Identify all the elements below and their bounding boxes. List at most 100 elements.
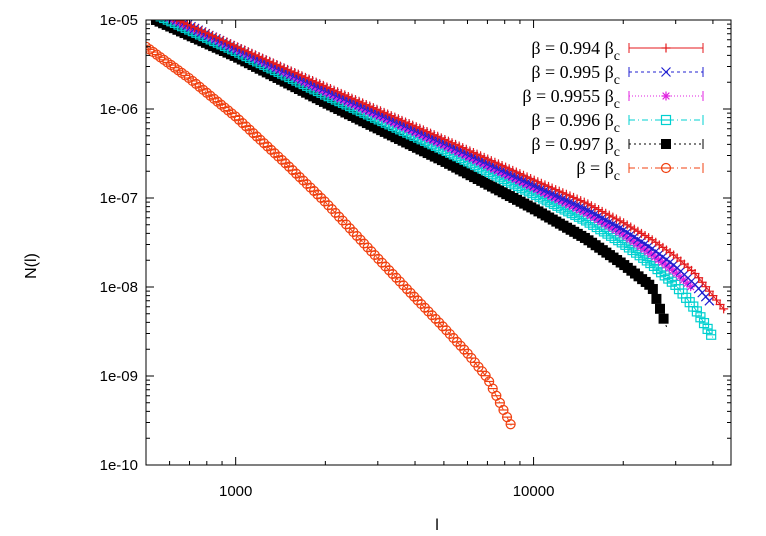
series-3-point bbox=[325, 89, 335, 99]
series-3-point bbox=[493, 166, 503, 176]
series-4-point bbox=[634, 250, 645, 261]
series-6-point bbox=[319, 196, 330, 207]
series-3-point bbox=[471, 156, 481, 166]
series-4-point bbox=[159, 20, 170, 24]
series-4-point bbox=[620, 239, 631, 250]
series-4-point bbox=[627, 244, 638, 256]
series-3-point bbox=[521, 179, 531, 189]
series-3-point bbox=[518, 178, 528, 188]
series-3-point bbox=[410, 128, 420, 138]
legend-entry-5: β = 0.997 βc bbox=[531, 134, 704, 160]
series-6-point bbox=[409, 291, 420, 302]
series-3-point bbox=[435, 139, 445, 149]
series-1-point bbox=[172, 20, 182, 25]
series-3-point bbox=[607, 223, 617, 233]
series-3-point bbox=[643, 247, 653, 257]
series-3-point bbox=[350, 100, 360, 110]
series-6-point bbox=[366, 246, 377, 257]
series-5-point bbox=[651, 293, 662, 304]
series-4-point bbox=[623, 242, 635, 253]
series-3-point bbox=[596, 217, 606, 227]
series-3-point bbox=[671, 268, 681, 278]
series-4-point bbox=[695, 312, 706, 323]
legend-label: β = 0.9955 βc bbox=[522, 86, 620, 112]
y-axis-label: N(l) bbox=[23, 253, 40, 279]
series-3-point bbox=[503, 171, 513, 181]
y-tick-label: 1e-06 bbox=[100, 101, 138, 118]
axes: 1e-05 1e-06 1e-07 1e-08 1e-09 1e-10 1000 10000 bbox=[100, 12, 732, 500]
series-6-point bbox=[423, 306, 434, 317]
series-3-point bbox=[603, 221, 613, 231]
series-4-point bbox=[648, 260, 660, 272]
series-3-point bbox=[489, 164, 499, 174]
legend-entry-1: β = 0.994 βc bbox=[531, 38, 704, 64]
x-tick-label: 1000 bbox=[219, 483, 252, 500]
series-4-point bbox=[706, 329, 717, 340]
series-3-point bbox=[346, 99, 356, 109]
series-3-point bbox=[339, 95, 349, 105]
series-3-point bbox=[654, 255, 664, 265]
series-4-point bbox=[638, 252, 649, 263]
series-6-point bbox=[344, 223, 355, 234]
series-3-point bbox=[621, 232, 631, 242]
series-5-point bbox=[654, 303, 665, 314]
series-3-point bbox=[368, 108, 378, 118]
legend-marker bbox=[661, 67, 671, 77]
series-3-point bbox=[686, 282, 696, 292]
series-3-point bbox=[400, 123, 410, 133]
series-6 bbox=[146, 41, 516, 430]
series-3-point bbox=[664, 263, 674, 273]
legend-subscript: c bbox=[614, 73, 620, 88]
series-3-point bbox=[582, 208, 592, 218]
legend-entry-3: β = 0.9955 βc bbox=[522, 86, 704, 112]
series-3-point bbox=[328, 91, 338, 101]
series-3-point bbox=[646, 249, 656, 259]
series-2-point bbox=[164, 20, 175, 22]
series-1 bbox=[168, 20, 729, 314]
series-1-point bbox=[168, 20, 171, 21]
series-3-point bbox=[486, 162, 496, 172]
legend-marker bbox=[660, 114, 672, 126]
series-3-point bbox=[496, 168, 506, 178]
series-3-point bbox=[514, 176, 524, 186]
series-3-point bbox=[675, 272, 685, 282]
series-3-point bbox=[446, 144, 456, 154]
series-3-point bbox=[632, 239, 642, 249]
series-3-point bbox=[650, 252, 660, 262]
series-3-point bbox=[532, 184, 542, 194]
series-3-point bbox=[564, 200, 574, 210]
legend-errorbar bbox=[628, 139, 704, 149]
series-3-point bbox=[475, 157, 485, 167]
series-3-point bbox=[389, 118, 399, 128]
series-4-point bbox=[698, 317, 710, 329]
legend-marker bbox=[660, 162, 672, 174]
series-3-point bbox=[378, 113, 388, 123]
y-tick-label: 1e-10 bbox=[100, 457, 138, 474]
series-3-point bbox=[453, 147, 463, 157]
x-axis-label: l bbox=[435, 517, 439, 534]
series-6-point bbox=[412, 295, 423, 306]
legend-label: β = 0.996 βc bbox=[531, 110, 620, 136]
series-6-point bbox=[351, 230, 363, 242]
legend-subscript: c bbox=[614, 121, 620, 136]
series-3-point bbox=[511, 174, 521, 184]
series-3-point bbox=[525, 181, 535, 191]
series-3-point bbox=[443, 142, 453, 152]
legend-entry-4: β = 0.996 βc bbox=[531, 110, 704, 136]
legend-marker bbox=[661, 91, 671, 101]
series-3-point bbox=[546, 191, 556, 201]
series-3-point bbox=[543, 190, 553, 200]
series-6-point bbox=[362, 242, 373, 253]
series-6-point bbox=[373, 253, 384, 265]
series-3-point bbox=[364, 107, 374, 117]
series-3-point bbox=[371, 110, 381, 120]
series-6-point bbox=[387, 268, 398, 280]
legend-errorbar bbox=[628, 91, 704, 101]
series-3-point bbox=[375, 112, 385, 122]
series-4-point bbox=[691, 306, 702, 317]
series-3-point bbox=[385, 116, 395, 126]
series-6-point bbox=[430, 313, 441, 325]
legend-subscript: c bbox=[614, 145, 620, 160]
series-3-point bbox=[439, 140, 449, 150]
series-3-point bbox=[571, 203, 581, 213]
